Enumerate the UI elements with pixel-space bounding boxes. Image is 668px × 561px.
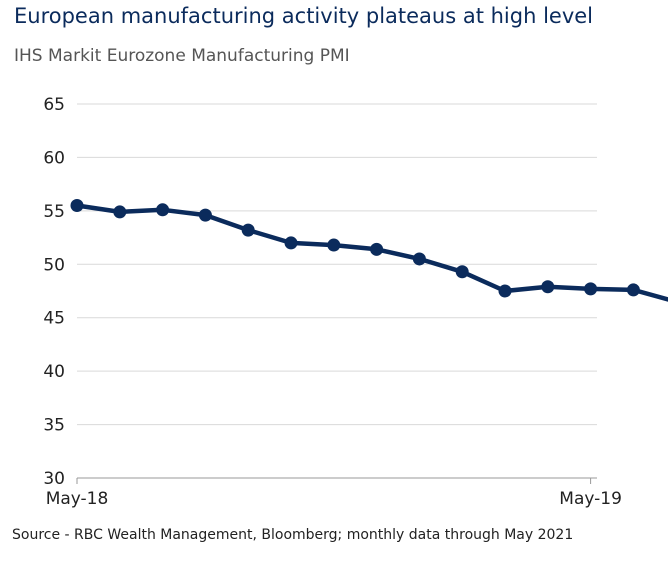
y-tick-label-35: 35 — [43, 416, 65, 436]
y-tick-label-55: 55 — [43, 202, 65, 222]
data-point-2018-07 — [156, 203, 170, 217]
chart-title: European manufacturing activity plateaus… — [14, 4, 594, 28]
y-tick-label-45: 45 — [43, 309, 65, 329]
data-point-2018-06 — [113, 205, 127, 219]
data-point-2019-03 — [498, 284, 512, 298]
series-line-0 — [74, 203, 668, 302]
y-tick-label-40: 40 — [43, 362, 65, 382]
axes — [76, 477, 597, 484]
data-point-2018-11 — [327, 238, 341, 252]
data-point-2018-08 — [198, 208, 212, 222]
y-tick-label-60: 60 — [43, 148, 65, 168]
y-tick-label-30: 30 — [43, 469, 65, 489]
y-tick-label-65: 65 — [43, 95, 65, 115]
data-point-2019-05 — [584, 282, 598, 296]
data-point-2019-06 — [626, 283, 640, 297]
x-tick-label-May-19: May-19 — [559, 489, 622, 509]
data-point-2018-10 — [284, 236, 298, 250]
chart-subtitle: IHS Markit Eurozone Manufacturing PMI — [14, 46, 350, 66]
data-point-2019-02 — [455, 265, 469, 279]
data-point-2019-01 — [412, 252, 426, 266]
x-tick-label-May-18: May-18 — [46, 489, 109, 509]
source-note: Source - RBC Wealth Management, Bloomber… — [12, 527, 574, 543]
data-point-2018-09 — [241, 223, 255, 237]
data-point-2018-12 — [370, 242, 384, 256]
y-tick-label-50: 50 — [43, 255, 65, 275]
series-line-layer — [74, 203, 668, 302]
data-point-2019-04 — [541, 280, 555, 294]
data-point-2018-05 — [70, 199, 84, 213]
gridlines — [77, 103, 597, 426]
data-points — [70, 199, 640, 298]
